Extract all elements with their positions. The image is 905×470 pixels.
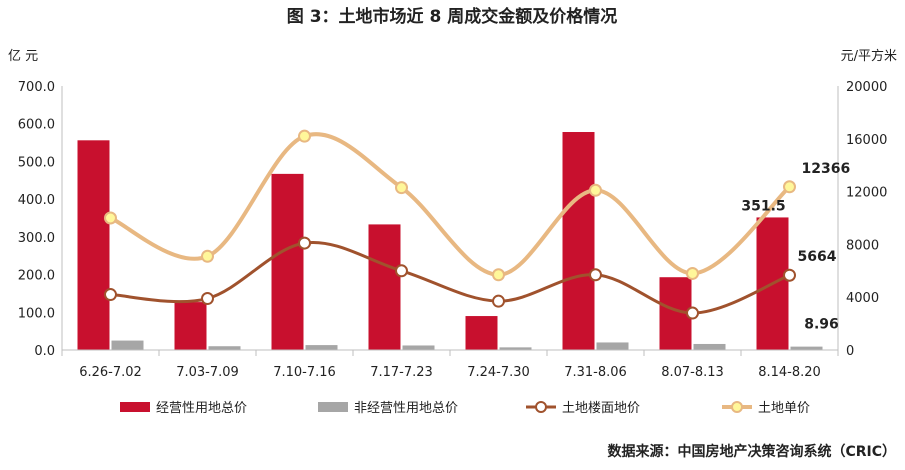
legend-marker (535, 401, 547, 413)
category-label: 7.31-8.06 (564, 365, 627, 380)
non-operating-land-bar (305, 345, 338, 350)
operating-land-bar (465, 316, 498, 350)
source-note: 数据来源：中国房地产决策咨询系统（CRIC） (607, 443, 896, 460)
operating-land-bar (77, 140, 110, 350)
floor-price-point (783, 268, 796, 282)
floor-price-point (298, 236, 311, 250)
legend-swatch (120, 402, 150, 412)
unit-price-point (686, 266, 699, 280)
non-operating-land-bar (111, 340, 144, 350)
data-label: 8.96 (804, 317, 839, 333)
right-tick-label: 8000 (846, 238, 879, 253)
category-label: 8.14-8.20 (758, 365, 821, 380)
non-operating-land-bar (208, 346, 241, 350)
chart-title: 图 3：土地市场近 8 周成交金额及价格情况 (287, 6, 617, 27)
legend-marker (731, 401, 743, 413)
operating-land-bar (174, 302, 207, 350)
line-series-group (104, 129, 796, 320)
data-label: 12366 (802, 161, 851, 177)
floor-price-point (589, 268, 602, 282)
non-operating-land-bar (499, 347, 532, 350)
category-label: 7.10-7.16 (273, 365, 336, 380)
legend-label: 非经营性用地总价 (354, 401, 458, 416)
operating-land-bar (562, 132, 595, 350)
axis-lines (61, 86, 839, 356)
right-axis-unit: 元/平方米 (841, 48, 897, 64)
left-axis-unit: 亿 元 (8, 49, 38, 64)
legend-swatch (318, 402, 348, 412)
unit-price-line (108, 132, 792, 277)
left-tick-label: 0.0 (34, 344, 55, 359)
left-tick-label: 200.0 (18, 269, 55, 284)
data-label: 351.5 (741, 198, 785, 214)
left-tick-label: 100.0 (18, 306, 55, 321)
right-tick-label: 0 (846, 344, 854, 359)
left-tick-label: 400.0 (18, 193, 55, 208)
right-axis: 0 4000 8000 12000 16000 20000 (846, 80, 887, 359)
right-tick-label: 12000 (846, 186, 887, 201)
category-label: 7.03-7.09 (176, 365, 239, 380)
bar-series-group (77, 132, 823, 350)
category-label: 8.07-8.13 (661, 365, 724, 380)
legend-label: 经营性用地总价 (156, 401, 247, 416)
left-tick-label: 700.0 (18, 80, 55, 95)
floor-price-point (686, 306, 699, 320)
floor-price-point (104, 288, 117, 302)
floor-price-line (109, 240, 791, 315)
unit-price-point (783, 180, 796, 194)
legend-label: 土地单价 (758, 401, 810, 416)
data-label: 5664 (798, 249, 837, 265)
category-label: 7.24-7.30 (467, 365, 530, 380)
data-labels: 351.5 8.96 5664 12366 (741, 161, 850, 333)
left-axis: 0.0 100.0 200.0 300.0 400.0 500.0 600.0 700.0 (18, 80, 55, 359)
legend: 经营性用地总价 非经营性用地总价 土地楼面地价 土地单价 (120, 401, 810, 416)
category-label: 7.17-7.23 (370, 365, 433, 380)
unit-price-point (298, 129, 311, 143)
left-tick-label: 300.0 (18, 231, 55, 246)
floor-price-point (492, 294, 505, 308)
category-label: 6.26-7.02 (79, 365, 142, 380)
floor-price-point (201, 292, 214, 306)
unit-price-point (589, 183, 602, 197)
floor-price-point (395, 264, 408, 278)
non-operating-land-bar (596, 342, 629, 350)
right-tick-label: 4000 (846, 291, 879, 306)
left-tick-label: 500.0 (18, 155, 55, 170)
unit-price-point (104, 211, 117, 225)
right-tick-label: 16000 (846, 133, 887, 148)
unit-price-point (492, 268, 505, 282)
operating-land-bar (271, 173, 304, 350)
right-tick-label: 20000 (846, 80, 887, 95)
unit-price-point (201, 249, 214, 263)
non-operating-land-bar (790, 346, 823, 350)
unit-price-point (395, 181, 408, 195)
category-axis: 6.26-7.02 7.03-7.09 7.10-7.16 7.17-7.23 7.24… (79, 365, 821, 380)
operating-land-bar (368, 224, 401, 350)
legend-label: 土地楼面地价 (562, 401, 640, 416)
left-tick-label: 600.0 (18, 118, 55, 133)
non-operating-land-bar (693, 343, 726, 350)
non-operating-land-bar (402, 345, 435, 350)
